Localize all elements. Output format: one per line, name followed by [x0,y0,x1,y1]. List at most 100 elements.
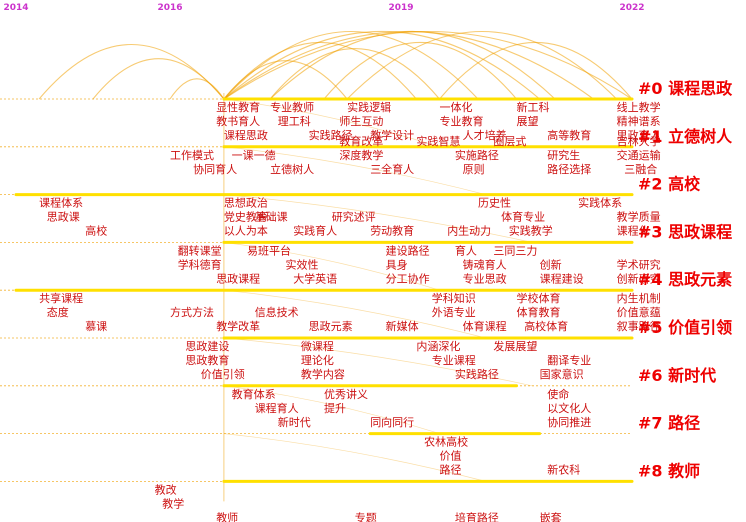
keyword-label: 专业教师 [270,100,314,114]
keyword-label: 课程化 [617,224,650,238]
year-tick-label: 2014 [3,3,28,13]
keyword-label: 教师 [216,511,238,522]
keyword-label: 微课程 [301,339,334,353]
keyword-label: 思政育人 [617,128,661,142]
citation-arc [439,42,633,100]
keyword-label: 三全育人 [370,162,414,176]
citation-arcs [38,30,633,482]
keyword-label: 优秀讲义 [324,387,368,401]
keyword-label: 教学改革 [216,319,260,333]
keyword-label: 理论化 [301,353,334,367]
citation-arc [223,42,417,100]
keyword-label: 交通运输 [617,148,661,162]
year-axis: 2014 2016 2019 2022 [3,3,644,13]
keyword-label: 实施路径 [455,148,499,162]
keyword-label: 实践育人 [293,224,337,238]
keyword-label: 一课一德 [232,148,276,162]
keyword-label: 研究生 [547,148,580,162]
keyword-label: 专题 [355,510,377,522]
keyword-label: 内生机制 [617,291,661,305]
keyword-label: 思政课程 [216,271,260,285]
keyword-label: 圈层式 [493,135,526,148]
keyword-label: 思政元素 [309,319,353,333]
keyword-label: 劳动教育 [370,224,414,238]
keyword-label: 实践逻辑 [347,100,391,114]
keyword-label: 内涵深化 [416,339,460,353]
link-arc [223,242,440,291]
keyword-label: 慕课 [85,319,107,333]
keyword-label: 思政课 [47,210,80,224]
keyword-label: 路径 [440,464,462,477]
keyword-label: 创新 [540,257,562,271]
keyword-label: 学术研究 [617,257,661,271]
cluster-label: #3 思政课程 [638,222,732,241]
link-arc [223,433,486,482]
keyword-label: 显性教育 [216,100,260,114]
keyword-label: 历史性 [478,196,511,210]
keyword-label: 嵌套 [540,511,562,522]
keyword-label: 易班平台 [247,243,291,257]
keyword-label: 育人 [455,243,477,257]
keyword-label: 叙事路径 [617,319,661,333]
keyword-label: 课程建设 [540,271,584,285]
cluster-label: #2 高校 [638,175,701,194]
cluster-label: #8 教师 [638,461,700,480]
keyword-label: 提升 [324,402,346,415]
keyword-label: 专业教育 [440,114,484,128]
keyword-label: 高等教育 [547,128,591,142]
cluster-tracks [14,97,634,483]
keyword-label: 思政教育 [185,353,229,367]
keyword-label: 立德树人 [270,162,314,176]
keyword-label: 农林高校 [424,435,468,449]
keyword-label: 教学质量 [617,210,661,224]
citation-arc [92,58,225,100]
citation-arc [223,30,540,100]
year-tick-label: 2019 [388,3,413,13]
keyword-label: 态度 [47,305,69,319]
keyword-label: 以人为本 [224,224,268,238]
keyword-label: 铸魂育人 [463,257,507,271]
citation-arc [269,47,440,100]
keyword-label: 精神谱系 [617,114,661,128]
keyword-label: 教学内容 [301,367,345,381]
keyword-label: 学科知识 [432,291,476,305]
keyword-label: 实践智慧 [416,134,460,148]
keyword-label: 培育路径 [455,510,499,522]
keyword-label: 人才培养 [463,128,507,142]
keyword-label: 思政建设 [185,339,229,353]
keyword-label: 内生动力 [447,224,491,238]
keyword-label: 深度教学 [339,148,383,162]
keyword-label: 使命 [547,387,569,401]
citation-arc [323,42,517,100]
keyword-label: 教学设计 [370,128,414,142]
year-tick-label: 2022 [619,3,644,13]
cluster-label: #4 思政元素 [638,270,732,289]
citation-arc [346,31,617,100]
link-arc [223,289,486,339]
keyword-label: 线上教学 [617,100,661,114]
keyword-label: 课程思政 [224,128,268,142]
keyword-label: 大学英语 [293,271,337,285]
keyword-label: 教学 [162,496,184,510]
keyword-label: 创新研究 [617,271,661,285]
keyword-label: 价值意蕴 [617,305,661,319]
keyword-label: 同向同行 [370,415,414,429]
keyword-label: 路径选择 [547,162,591,176]
keyword-label: 信息技术 [255,305,299,319]
keyword-label: 外语专业 [432,305,476,319]
cluster-label: #7 路径 [638,414,700,433]
keyword-label: 专业课程 [432,353,476,367]
keyword-label: 师生互动 [339,114,383,128]
keyword-label: 课程体系 [39,196,83,210]
cluster-label: #0 课程思政 [638,79,733,98]
keyword-label: 课程育人 [255,401,299,415]
link-arc [223,146,486,195]
keyword-label: 新时代 [278,415,311,429]
keyword-label: 思想政治 [224,196,268,210]
keyword-label: 高校体育 [524,319,568,333]
link-arc [223,337,532,387]
keyword-label: 理工科 [278,114,311,128]
citation-arc [223,30,633,100]
keyword-label: 共享课程 [39,291,83,305]
cluster-labels: #0 课程思政 #1 立德树人 #2 高校 #3 思政课程 #4 思政元素 #5 价值引领… [638,79,733,480]
